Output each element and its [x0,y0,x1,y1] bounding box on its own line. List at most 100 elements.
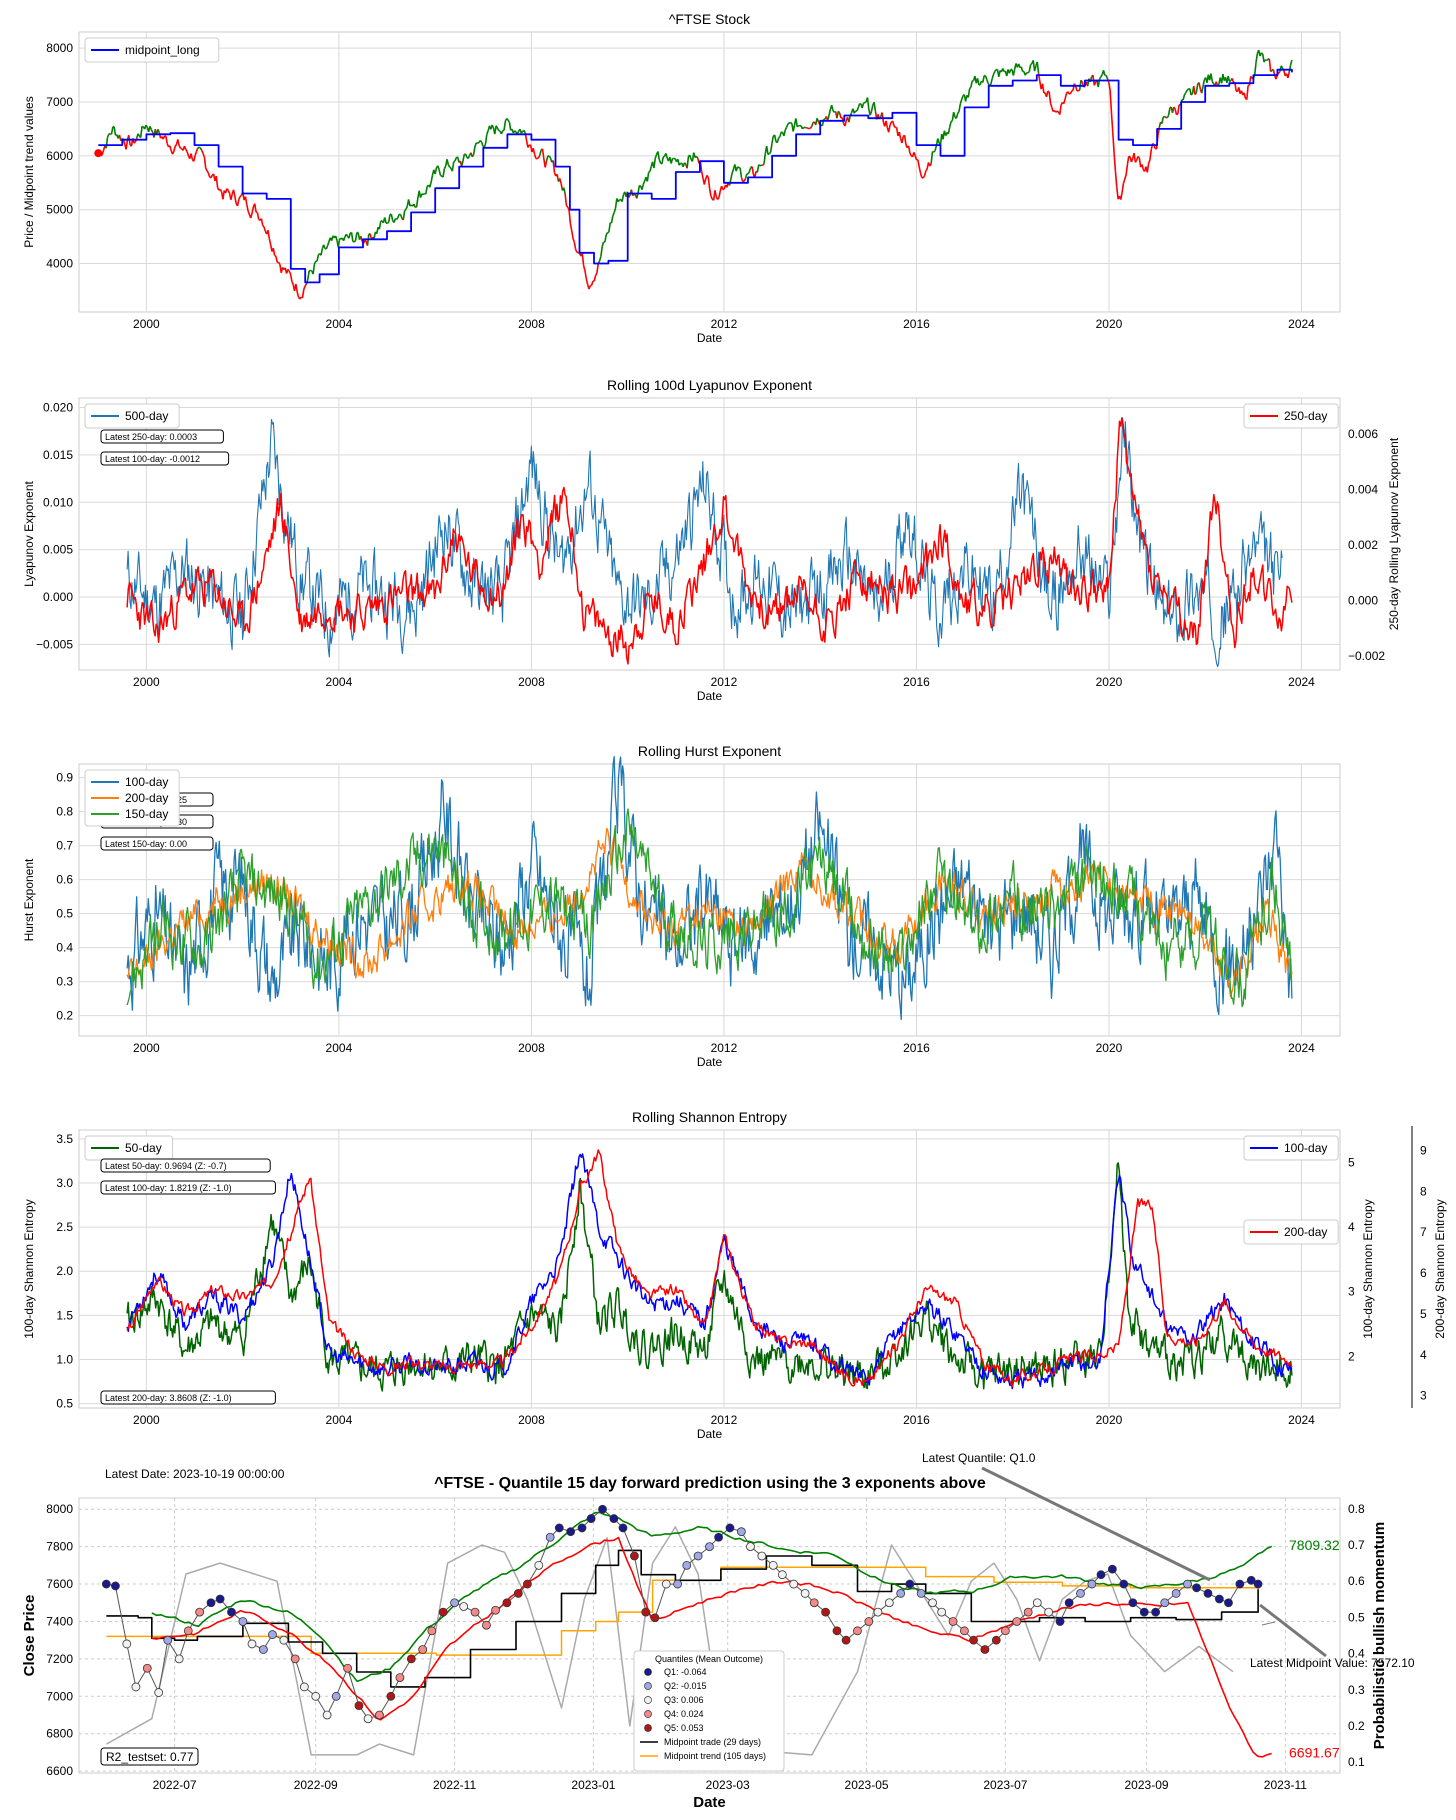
plot-area [78,397,1341,671]
y-right-inner-tick-label: 5 [1348,1155,1355,1169]
quantile-marker-q4 [183,1626,193,1636]
price-segment [1287,71,1290,79]
quantile-marker-q2 [163,1635,173,1645]
y-tick-label: 2.5 [56,1220,73,1234]
legend-label: Midpoint trend (105 days) [664,1751,766,1761]
price-segment [446,159,450,166]
y-tick-label: 4000 [46,257,73,271]
quantile-marker-q2 [1087,1579,1097,1589]
x-tick-label: 2008 [518,1413,545,1427]
price-segment [796,125,799,128]
price-segment [816,117,820,122]
price-segment [596,263,600,274]
annotation-100-box [100,1180,276,1195]
price-segment [438,169,442,176]
price-segment [185,148,188,153]
quantile-marker-q3 [299,1682,309,1692]
quantile-marker-q5 [980,1645,990,1654]
price-segment [434,167,438,175]
price-segment [494,125,497,135]
quantile-marker-q1 [1253,1579,1263,1589]
price-segment [1109,90,1113,114]
price-segment [918,166,922,174]
y-tick-label: 6000 [46,149,73,163]
price-segment [801,126,805,130]
x-axis-label: Date [697,331,723,345]
y-tick-label: 0.3 [56,975,73,989]
price-segment [339,237,342,240]
price-segment [565,205,569,208]
price-segment [1164,115,1167,119]
quantile-marker-q5 [354,1701,364,1711]
price-segment [1176,113,1179,116]
legend [84,769,180,827]
quantile-marker-q1 [101,1579,111,1589]
price-segment [503,120,507,131]
x-tick-label: 2004 [326,317,353,331]
legend-label: midpoint_long [125,43,200,57]
price-segment [970,80,974,88]
y-tick-label: 1.5 [56,1308,73,1322]
x-tick-label: 2004 [326,1041,353,1055]
quantile-marker-q2 [682,1560,692,1570]
price-segment [1243,92,1247,99]
legend-marker [644,1710,652,1718]
price-segment [889,121,893,126]
price-segment [994,69,997,72]
y-right-tick-label: 0.002 [1348,538,1378,552]
annotation-150: Latest 150-day: 0.00 [105,839,187,849]
quantile-marker-q1 [111,1581,120,1591]
price-segment [260,218,264,226]
quantile-marker-q5 [641,1607,651,1617]
legend-label: 250-day [1284,409,1327,423]
price-segment [722,188,725,191]
x-tick-label: 2012 [711,675,738,689]
price-segment [1114,171,1118,188]
quantile-marker-q1 [1119,1579,1129,1589]
price-segment [354,232,358,241]
price-segment [830,104,834,111]
price-segment [584,270,588,280]
midpoint-long-line [98,68,1293,284]
price-segment [956,111,960,115]
quantile-marker-q4 [864,1617,874,1626]
price-segment [1056,110,1059,113]
price-segment [413,203,416,208]
plot-area [78,31,1341,313]
price-segment [320,248,324,256]
y-right-inner-tick-label: 4 [1348,1220,1355,1234]
price-segment [342,236,346,241]
price-segment [572,238,576,243]
r2-testset: R2_testset: 0.77 [106,1750,194,1764]
y-right-outer-axis-label: 200-day Shannon Entropy [1433,1199,1447,1338]
annotation-50-box [100,1158,271,1173]
price-segment [539,149,542,156]
price-segment [1288,65,1292,73]
price-segment [390,214,394,221]
price-segment [227,190,231,194]
price-segment [234,196,237,204]
quantile-marker-q4 [343,1663,352,1673]
price-segment [856,107,859,112]
price-segment [637,185,641,194]
x-axis-label: Date [693,1794,726,1811]
price-segment [348,232,352,239]
price-segment [828,109,832,116]
price-segment [1202,79,1206,87]
price-segment [477,141,480,144]
price-segment [337,238,341,248]
price-segment [203,156,207,168]
y-tick-label: 0.8 [56,805,73,819]
y-axis-label: Lyapunov Exponent [22,481,36,587]
legend [633,1650,785,1772]
y-right-inner-axis-label: 100-day Shannon Entropy [1361,1199,1375,1338]
x-axis-label: Date [697,689,723,703]
price-segment [562,187,566,194]
x-tick-label: 2008 [518,317,545,331]
price-segment [885,120,889,128]
price-segment [195,147,199,152]
x-tick-label: 2016 [903,1413,930,1427]
price-segment [887,124,891,133]
price-segment [1002,68,1005,72]
quantile-marker-q5 [406,1654,416,1664]
